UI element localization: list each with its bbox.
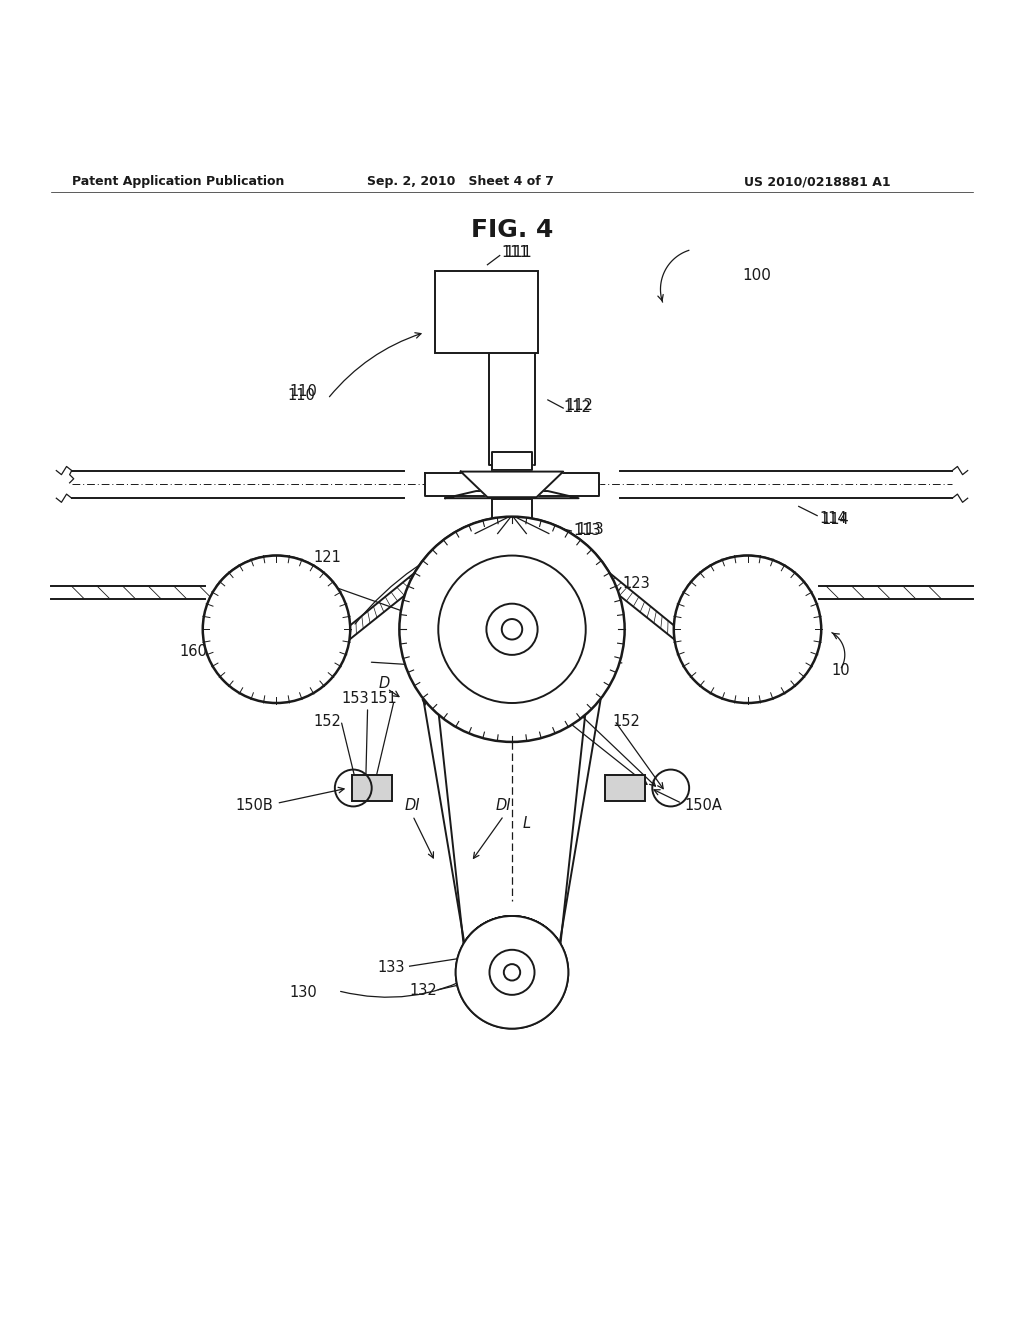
Polygon shape bbox=[445, 491, 579, 498]
Text: 113: 113 bbox=[577, 523, 604, 537]
Circle shape bbox=[502, 619, 522, 639]
Circle shape bbox=[203, 556, 350, 704]
Text: Sep. 2, 2010   Sheet 4 of 7: Sep. 2, 2010 Sheet 4 of 7 bbox=[368, 176, 554, 189]
Text: 152: 152 bbox=[313, 714, 341, 729]
Circle shape bbox=[399, 516, 625, 742]
Text: 160B: 160B bbox=[179, 644, 217, 659]
Text: 114: 114 bbox=[821, 512, 849, 527]
Text: D: D bbox=[581, 671, 591, 686]
Text: US 2010/0218881 A1: US 2010/0218881 A1 bbox=[744, 176, 891, 189]
Polygon shape bbox=[425, 473, 599, 496]
Text: 131: 131 bbox=[502, 985, 529, 1001]
Text: 133: 133 bbox=[377, 960, 404, 974]
Text: 122: 122 bbox=[326, 627, 353, 642]
Bar bbox=[352, 775, 392, 801]
Polygon shape bbox=[497, 529, 527, 541]
Text: 112: 112 bbox=[565, 397, 593, 413]
Text: 153: 153 bbox=[571, 692, 599, 706]
Text: DI: DI bbox=[404, 797, 421, 813]
Text: 111: 111 bbox=[505, 246, 532, 260]
Text: 113: 113 bbox=[573, 524, 601, 539]
Text: 152: 152 bbox=[612, 714, 640, 729]
Text: 112: 112 bbox=[563, 400, 591, 414]
Text: 123: 123 bbox=[623, 576, 650, 591]
Circle shape bbox=[456, 916, 568, 1028]
Text: 114: 114 bbox=[819, 511, 847, 527]
Circle shape bbox=[674, 556, 821, 704]
Text: 132: 132 bbox=[410, 983, 437, 998]
Bar bbox=[605, 775, 645, 801]
Text: L: L bbox=[522, 816, 530, 832]
Polygon shape bbox=[492, 453, 532, 470]
Text: 150A: 150A bbox=[684, 797, 722, 813]
Bar bbox=[435, 271, 538, 352]
Polygon shape bbox=[461, 471, 563, 498]
Text: 153: 153 bbox=[341, 692, 369, 706]
Text: Patent Application Publication: Patent Application Publication bbox=[72, 176, 284, 189]
Text: 130: 130 bbox=[290, 985, 317, 1001]
Text: DI: DI bbox=[496, 797, 512, 813]
Text: 151: 151 bbox=[543, 692, 570, 706]
Text: 100: 100 bbox=[742, 268, 771, 284]
Text: 122: 122 bbox=[558, 546, 586, 562]
Text: 121: 121 bbox=[313, 550, 341, 565]
Text: 110: 110 bbox=[290, 384, 317, 399]
Circle shape bbox=[504, 964, 520, 981]
Text: 110: 110 bbox=[288, 388, 315, 404]
Text: 111: 111 bbox=[502, 246, 529, 260]
Text: 150B: 150B bbox=[236, 797, 273, 813]
Text: FIG. 4: FIG. 4 bbox=[471, 218, 553, 242]
Polygon shape bbox=[481, 523, 543, 541]
Text: 151: 151 bbox=[370, 692, 397, 706]
Polygon shape bbox=[492, 499, 532, 529]
Text: 120: 120 bbox=[275, 569, 303, 583]
Text: 10: 10 bbox=[831, 663, 850, 677]
Text: 160A: 160A bbox=[760, 644, 798, 659]
Text: D: D bbox=[379, 676, 389, 692]
